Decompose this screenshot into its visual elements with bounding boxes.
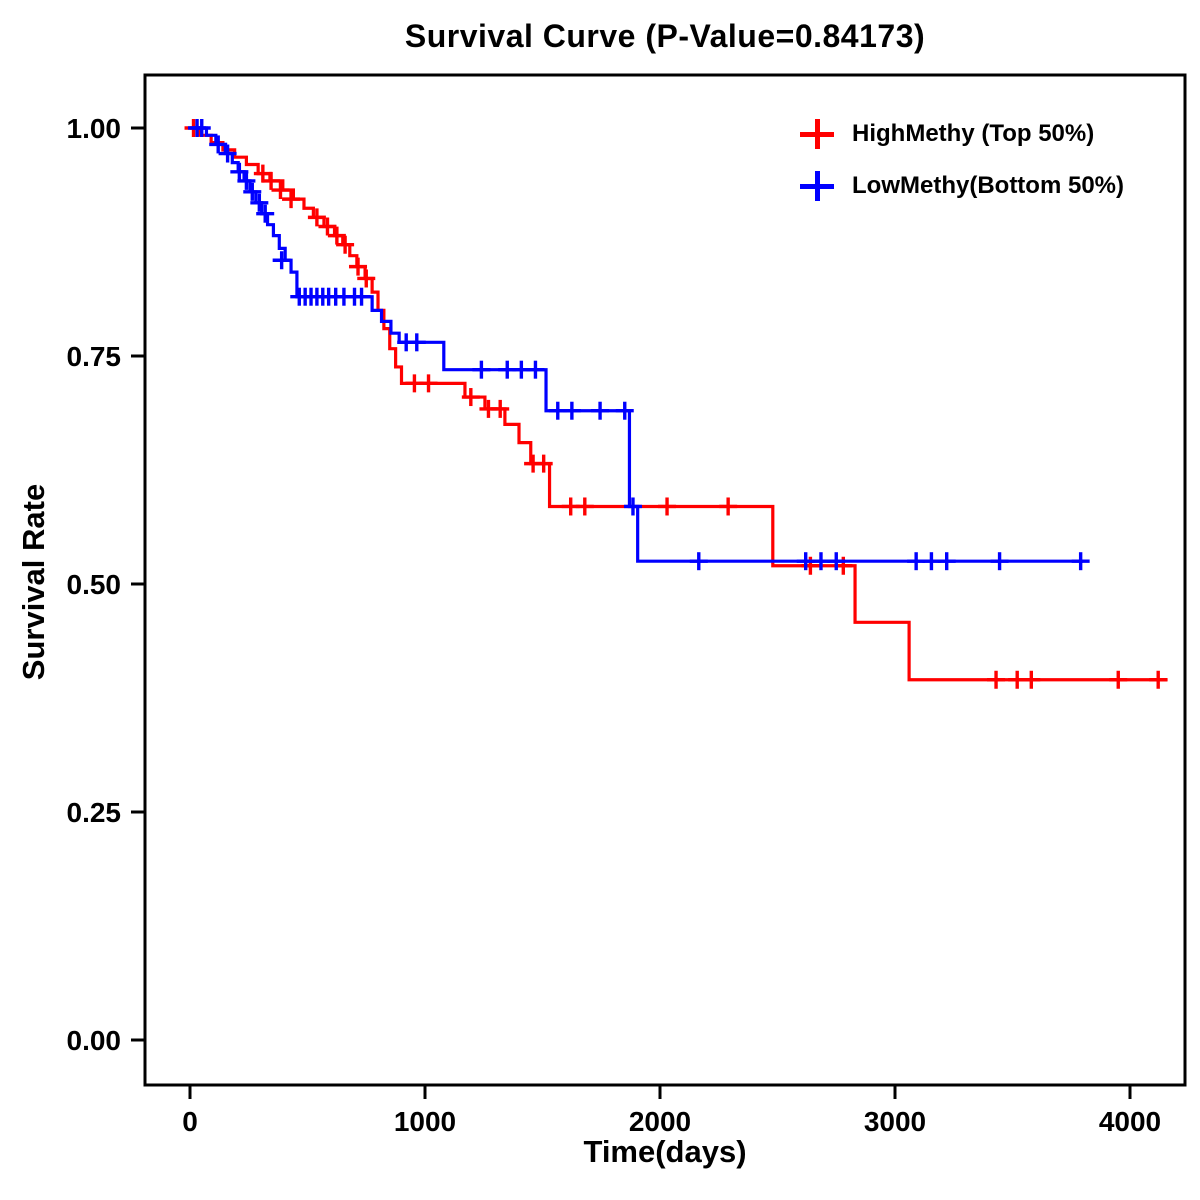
svg-text:0: 0 [182,1106,198,1137]
x-axis-label: Time(days) [583,1134,747,1169]
plus-marker-icon-red [800,117,834,151]
svg-text:0.50: 0.50 [67,569,122,600]
legend-item-highmethy: HighMethy (Top 50%) [800,116,1124,152]
svg-text:1000: 1000 [394,1106,456,1137]
legend: HighMethy (Top 50%) LowMethy(Bottom 50%) [800,116,1124,204]
svg-text:2000: 2000 [629,1106,691,1137]
svg-text:0.75: 0.75 [67,341,122,372]
legend-label-highmethy: HighMethy (Top 50%) [852,120,1095,147]
svg-text:0.25: 0.25 [67,797,122,828]
plus-marker-icon-blue [800,169,834,203]
svg-text:0.00: 0.00 [67,1025,122,1056]
svg-text:1.00: 1.00 [67,113,122,144]
legend-item-lowmethy: LowMethy(Bottom 50%) [800,168,1124,204]
svg-text:4000: 4000 [1099,1106,1161,1137]
legend-label-lowmethy: LowMethy(Bottom 50%) [852,172,1124,199]
svg-text:3000: 3000 [864,1106,926,1137]
chart-title: Survival Curve (P-Value=0.84173) [404,18,926,54]
